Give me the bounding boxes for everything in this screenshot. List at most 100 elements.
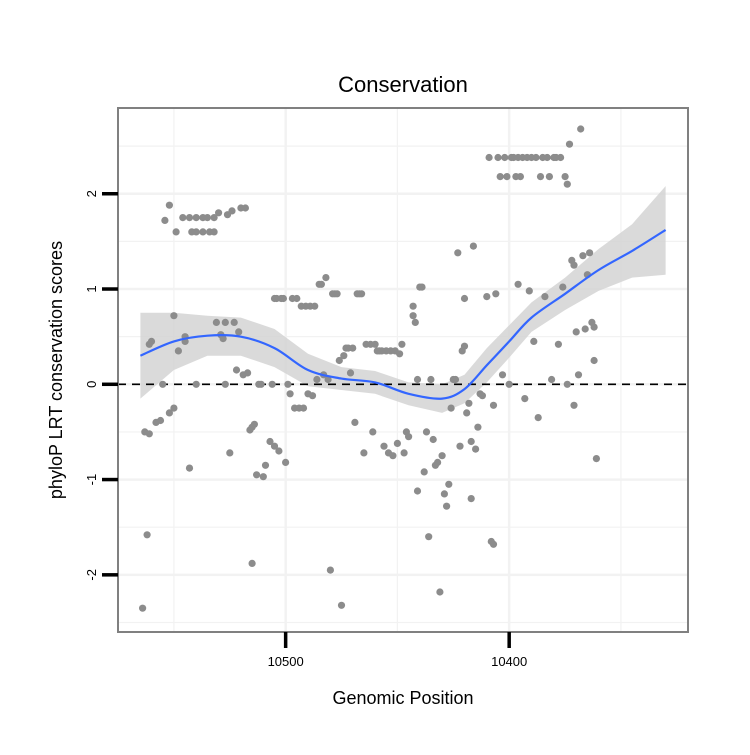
data-point xyxy=(559,283,567,291)
data-point xyxy=(192,380,200,388)
data-point xyxy=(179,214,187,222)
data-point xyxy=(174,347,182,355)
data-point xyxy=(492,290,500,298)
data-point xyxy=(340,352,348,360)
data-point xyxy=(226,449,234,457)
data-point xyxy=(581,325,589,333)
smooth-trend-line xyxy=(139,228,667,400)
data-point xyxy=(418,283,426,291)
data-point xyxy=(463,409,471,417)
data-point xyxy=(380,442,388,450)
data-point xyxy=(505,380,513,388)
data-point xyxy=(299,404,308,412)
data-point xyxy=(279,294,287,303)
data-point xyxy=(525,287,533,295)
data-point xyxy=(440,490,448,498)
data-point xyxy=(429,435,437,444)
data-point xyxy=(210,214,218,222)
data-point xyxy=(293,294,301,303)
data-point xyxy=(501,153,509,162)
data-point xyxy=(145,430,153,438)
data-point xyxy=(574,371,583,379)
data-point xyxy=(557,153,565,162)
data-point xyxy=(420,468,428,476)
data-point xyxy=(590,356,598,365)
data-point xyxy=(534,414,542,422)
data-point xyxy=(548,375,556,384)
data-point xyxy=(456,442,464,450)
data-point xyxy=(503,173,511,181)
data-point xyxy=(445,480,453,488)
y-tick-label: 2 xyxy=(84,190,99,197)
data-point xyxy=(570,401,578,409)
y-axis-title: phyloP LRT conservation scores xyxy=(46,241,66,499)
data-point xyxy=(333,290,341,298)
data-point xyxy=(346,369,355,377)
x-tick-label: 10400 xyxy=(491,654,527,669)
data-point xyxy=(532,153,540,162)
data-point xyxy=(335,356,343,365)
x-tick-label: 10500 xyxy=(268,654,304,669)
data-point xyxy=(210,228,218,236)
data-point xyxy=(228,207,236,215)
data-point xyxy=(434,458,442,466)
data-point xyxy=(469,242,477,250)
data-point xyxy=(465,399,473,407)
data-point xyxy=(478,392,486,400)
data-point xyxy=(579,252,587,260)
data-point xyxy=(467,437,475,446)
data-point xyxy=(454,249,462,257)
data-point xyxy=(396,350,404,358)
y-tick-label: -2 xyxy=(84,569,99,581)
y-tick-label: -1 xyxy=(84,474,99,486)
data-point xyxy=(393,439,401,447)
data-point xyxy=(451,375,460,384)
data-point xyxy=(425,533,433,541)
data-point xyxy=(212,318,220,326)
chart-title: Conservation xyxy=(338,72,468,97)
confidence-band xyxy=(140,186,666,413)
data-point xyxy=(170,404,178,412)
data-point xyxy=(422,428,431,436)
data-point xyxy=(250,420,258,428)
data-point xyxy=(268,380,276,388)
data-point xyxy=(496,173,504,181)
data-point xyxy=(349,344,357,352)
panel-background xyxy=(118,108,688,632)
data-point xyxy=(248,559,256,568)
data-point xyxy=(230,318,238,326)
data-point xyxy=(221,318,229,326)
data-point xyxy=(409,302,417,310)
data-point xyxy=(460,294,469,303)
data-point xyxy=(489,401,498,409)
data-point xyxy=(282,458,290,466)
data-point xyxy=(586,249,594,257)
data-point xyxy=(326,566,334,574)
data-point xyxy=(241,204,249,212)
data-point xyxy=(308,392,317,400)
data-point xyxy=(565,140,574,148)
data-point xyxy=(474,423,482,431)
panel-border xyxy=(117,107,689,633)
data-point xyxy=(443,502,451,510)
data-point xyxy=(337,601,346,609)
data-point xyxy=(494,153,502,162)
data-point xyxy=(516,173,525,181)
data-point xyxy=(219,335,227,343)
data-point xyxy=(572,328,580,336)
data-point xyxy=(215,209,223,217)
data-point xyxy=(398,340,406,348)
data-point xyxy=(259,473,267,481)
data-point xyxy=(185,464,194,472)
data-point xyxy=(275,447,283,455)
data-point xyxy=(161,216,169,224)
data-point xyxy=(221,380,229,388)
data-point xyxy=(570,261,578,269)
data-point xyxy=(541,293,549,301)
data-point xyxy=(543,153,551,162)
data-point xyxy=(203,214,211,222)
data-points xyxy=(139,125,601,612)
data-point xyxy=(467,495,475,503)
data-point xyxy=(286,390,294,398)
